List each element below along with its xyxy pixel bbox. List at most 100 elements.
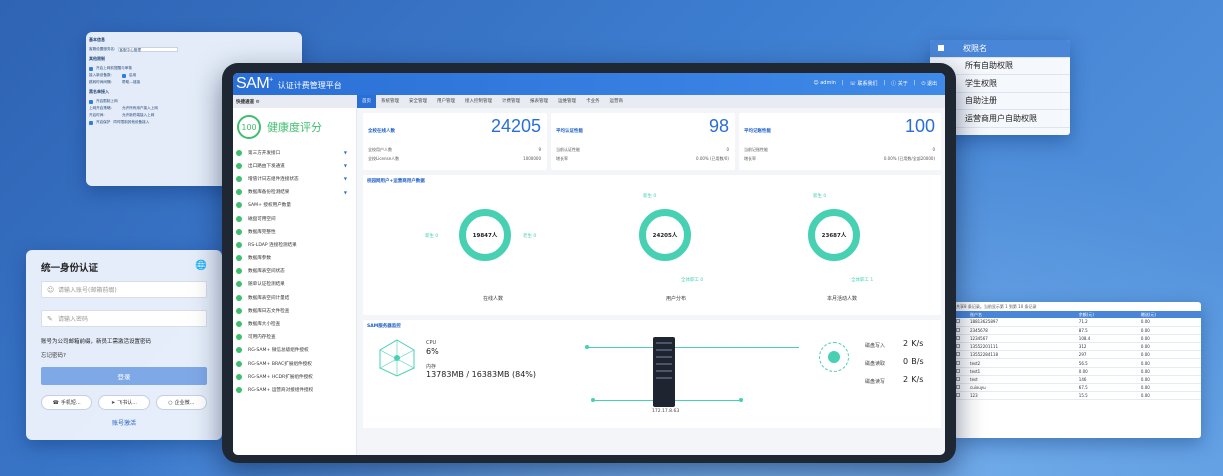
nav-tab[interactable]: 报表管理	[530, 99, 548, 104]
logout-button[interactable]: ⏻ 退出	[921, 80, 937, 87]
table-row[interactable]: test1 0.00 0.00	[954, 367, 1201, 376]
health-check-item[interactable]: RG-SAM+ 微信总级组件授权	[233, 344, 356, 357]
settings-input[interactable]: 客服中心管理	[118, 47, 179, 52]
row-checkbox[interactable]	[954, 391, 968, 401]
health-check-item[interactable]: 随单认证检测结果	[233, 278, 356, 291]
row-checkbox[interactable]	[954, 326, 968, 335]
row-checkbox[interactable]	[954, 334, 968, 344]
health-check-item[interactable]: 磁盘可用空间	[233, 212, 356, 225]
health-sidebar: 100 健康度评分 第三方开发接口 ▼ 出口路由下发通道 ▼ 增值计日志组件连接状态 ▼ 数…	[233, 108, 357, 455]
separator: |	[841, 80, 844, 86]
about-label: 关于	[897, 81, 908, 87]
account-activate-link[interactable]: 账号激活	[111, 420, 136, 427]
chevron-down-icon[interactable]: ▼	[343, 163, 347, 169]
checkbox[interactable]	[89, 66, 93, 71]
table-cell: 56.5	[1076, 358, 1139, 368]
feishu-login-button[interactable]: ➤ 飞书认...	[98, 395, 150, 410]
table-row[interactable]: 18813625897 71.2 0.00	[954, 318, 1201, 327]
health-check-item[interactable]: RG-SAM+ HCDR扩展组件授权	[233, 370, 356, 383]
quick-channel[interactable]: 快捷通道 ⚙	[233, 99, 357, 105]
column-header[interactable]: 赠送(元)	[1138, 311, 1201, 318]
nav-tab[interactable]: 系统管理	[381, 99, 399, 104]
column-header[interactable]: 余额(元)	[1076, 311, 1139, 318]
table-row[interactable]: 2345678 87.5 0.00	[954, 326, 1201, 335]
row-checkbox[interactable]	[954, 350, 968, 360]
row-checkbox[interactable]	[954, 342, 968, 352]
io-unit: K/s	[911, 339, 924, 348]
chevron-down-icon[interactable]: ▼	[343, 189, 347, 195]
permission-item[interactable]: 学生权限	[930, 75, 1070, 93]
health-check-item[interactable]: 第三方开发接口 ▼	[233, 146, 356, 159]
settings-section-title: 黑名单接入	[89, 89, 109, 94]
nav-tab[interactable]: 卡业务	[586, 99, 600, 104]
network-icon	[379, 339, 415, 377]
account-input[interactable]: ☺ 请输入账号(邮箱前缀)	[41, 281, 207, 298]
health-check-item[interactable]: 数据库参数	[233, 252, 356, 265]
nav-tab[interactable]: 首页	[357, 95, 376, 108]
health-check-item[interactable]: 数据库备份检测结果 ▼	[233, 186, 356, 199]
chevron-down-icon[interactable]: ▼	[343, 150, 347, 156]
column-header[interactable]: 账户名	[968, 311, 1077, 318]
table-row[interactable]: test 146 0.00	[954, 375, 1201, 385]
select-column[interactable]	[954, 311, 968, 318]
nav-tab[interactable]: 用户管理	[437, 99, 455, 104]
health-check-item[interactable]: RG-SAM+ BRAC扩展组件授权	[233, 357, 356, 370]
health-check-item[interactable]: RG-SAM+ 运营商对接组件授权	[233, 383, 356, 396]
gear-icon[interactable]: ⚙	[255, 99, 260, 105]
stat-value: 98	[708, 116, 729, 136]
radio[interactable]	[122, 73, 126, 78]
chevron-down-icon[interactable]: ▼	[343, 176, 347, 182]
row-checkbox[interactable]	[954, 383, 968, 393]
globe-icon[interactable]: 🌐	[195, 260, 207, 271]
about-menu[interactable]: ⓘ 关于	[891, 80, 908, 87]
table-cell: test	[968, 375, 1077, 385]
nav-tab[interactable]: 接入控制管理	[465, 99, 492, 104]
password-input[interactable]: ✎ 请输入密码	[41, 310, 207, 327]
health-check-item[interactable]: 数据库日志文件检查	[233, 304, 356, 317]
check-ok-icon	[236, 373, 242, 380]
nav-tab[interactable]: 计费管理	[502, 99, 520, 104]
nav-tab[interactable]: 运维管理	[558, 99, 576, 104]
rack-slot	[656, 377, 672, 379]
permission-item[interactable]: 运营商用户自助权限	[930, 110, 1070, 128]
nav-tab[interactable]: 安全管理	[409, 99, 427, 104]
health-check-item[interactable]: 增值计日志组件连接状态 ▼	[233, 172, 356, 185]
table-row[interactable]: 1234567 108.4 0.00	[954, 334, 1201, 344]
health-check-item[interactable]: 数据库表空间计量结	[233, 291, 356, 304]
user-menu[interactable]: ☺ admin	[813, 80, 835, 87]
health-check-item[interactable]: 出口路由下发通道 ▼	[233, 159, 356, 172]
table-row[interactable]: test2 56.5 0.00	[954, 358, 1201, 368]
table-cell: 0.00	[1138, 358, 1201, 368]
table-row[interactable]: 13552284118 297 0.00	[954, 350, 1201, 360]
row-checkbox[interactable]	[954, 367, 968, 376]
wechat-work-login-button[interactable]: ○ 企业微...	[155, 395, 207, 410]
row-checkbox[interactable]	[954, 318, 968, 327]
checkbox[interactable]	[938, 45, 944, 52]
table-cell: 0.00	[1138, 318, 1201, 327]
checkbox[interactable]	[89, 99, 93, 104]
radio[interactable]	[89, 120, 93, 125]
contact-menu[interactable]: ☏ 联系我们	[850, 80, 878, 87]
permission-item[interactable]: 所有自助权限	[930, 58, 1070, 75]
forgot-password-link[interactable]: 忘记密码?	[41, 353, 66, 359]
table-cell: 312	[1076, 342, 1139, 352]
table-row[interactable]: 123 15.5 0.00	[954, 391, 1201, 401]
row-checkbox[interactable]	[954, 358, 968, 368]
health-check-item[interactable]: 数据库完整性	[233, 225, 356, 238]
nav-tab[interactable]: 运营商	[609, 99, 624, 104]
health-check-item[interactable]: RS-LDAP 连接检测结果	[233, 238, 356, 251]
stat-row: 全校License人数 1000000	[368, 156, 541, 162]
table-row[interactable]: 13552201111 312 0.00	[954, 342, 1201, 352]
health-check-item[interactable]: 数据库大小检查	[233, 317, 356, 330]
phone-login-button[interactable]: ☎ 手机短...	[41, 395, 93, 410]
table-cell: 1234567	[968, 334, 1077, 344]
health-check-item[interactable]: 数据库表空间状态	[233, 265, 356, 278]
login-button[interactable]: 登录	[41, 367, 207, 385]
table-cell: 71.2	[1076, 318, 1139, 327]
row-checkbox[interactable]	[954, 375, 968, 385]
permission-item[interactable]: 自助注册	[930, 93, 1070, 110]
health-check-item[interactable]: 可用内存检查	[233, 331, 356, 344]
health-check-item[interactable]: SAM+ 授权用户数量	[233, 199, 356, 212]
table-row[interactable]: cuixuyu 67.5 0.00	[954, 383, 1201, 393]
power-icon: ⏻	[921, 81, 927, 87]
